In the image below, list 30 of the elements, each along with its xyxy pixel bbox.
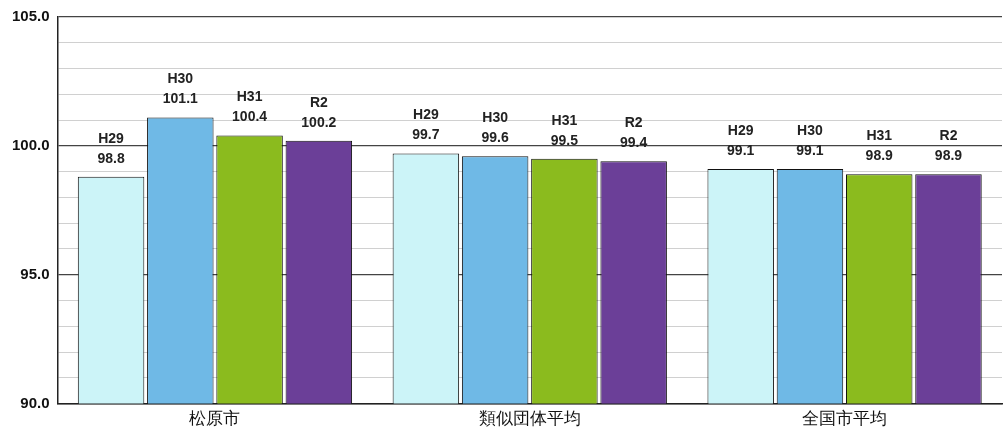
text: R2 — [939, 127, 958, 144]
y-tick-label: 90.0 — [20, 393, 50, 411]
data-label: 101.1 — [162, 90, 199, 107]
text: H31 — [866, 127, 893, 144]
data-label: 99.5 — [550, 131, 579, 148]
data-label: 98.9 — [934, 147, 963, 164]
text: R2 — [624, 114, 643, 131]
data-label: 99.6 — [481, 129, 509, 146]
data-label: 98.9 — [865, 147, 894, 164]
text: H29 — [98, 129, 124, 146]
y-tick-label: 95.0 — [20, 264, 50, 282]
x-tick-label: 全国市平均 — [802, 408, 888, 429]
data-label: 99.1 — [727, 141, 755, 158]
text: H30 — [797, 121, 823, 138]
text: H31 — [236, 88, 263, 105]
x-tick-label: 類似団体平均 — [478, 408, 581, 429]
text: H29 — [413, 106, 439, 123]
text: H30 — [167, 70, 194, 87]
y-tick-label: 105.0 — [11, 7, 50, 25]
text: H31 — [551, 111, 578, 128]
text: H30 — [482, 109, 508, 126]
y-tick-label: 100.0 — [11, 136, 50, 154]
text: R2 — [309, 93, 328, 110]
x-tick-label: 松原市 — [189, 408, 241, 429]
text: H29 — [727, 121, 754, 138]
data-label: 100.4 — [232, 108, 268, 125]
data-label: 98.8 — [97, 149, 125, 166]
data-label: 99.7 — [412, 126, 440, 143]
data-label: 99.1 — [796, 141, 824, 158]
data-label: 100.2 — [301, 113, 337, 130]
